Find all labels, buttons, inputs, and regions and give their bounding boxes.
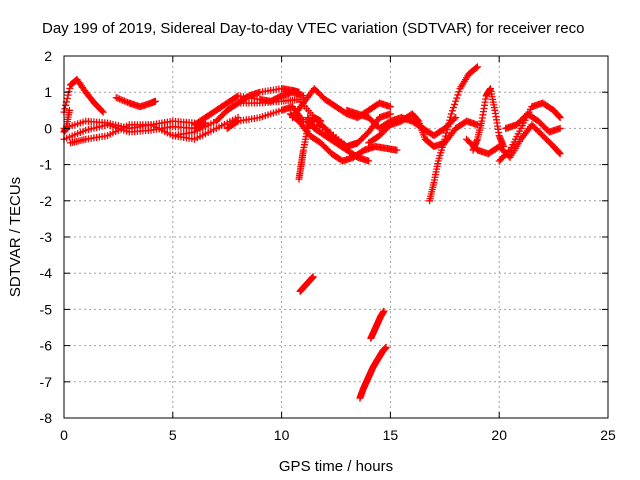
data-point bbox=[472, 64, 480, 72]
x-tick-label: 10 bbox=[274, 427, 290, 443]
x-tick-label: 15 bbox=[383, 427, 399, 443]
x-axis-title: GPS time / hours bbox=[279, 458, 393, 475]
data-point bbox=[65, 106, 73, 114]
x-tick-label: 20 bbox=[491, 427, 507, 443]
data-point bbox=[115, 95, 123, 103]
series-8 bbox=[191, 88, 307, 129]
data-point bbox=[453, 94, 461, 102]
data-point bbox=[62, 101, 70, 109]
data-point bbox=[317, 117, 325, 125]
data-point bbox=[555, 149, 563, 157]
data-point bbox=[114, 94, 122, 102]
y-tick-label: -8 bbox=[40, 410, 53, 426]
y-tick-label: -6 bbox=[40, 338, 53, 354]
series-18 bbox=[367, 307, 388, 342]
data-point bbox=[61, 105, 69, 113]
series-6 bbox=[112, 94, 159, 111]
series-20 bbox=[426, 63, 481, 205]
data-point bbox=[505, 147, 513, 155]
data-point bbox=[98, 107, 106, 115]
series-24 bbox=[502, 110, 564, 136]
data-point bbox=[63, 95, 71, 103]
data-point bbox=[309, 273, 317, 281]
data-point bbox=[450, 104, 458, 112]
series-12 bbox=[286, 110, 401, 165]
axis-ticks: 0 5 10 15 20 25 -8 -7 -6 -5 -4 -3 -2 -1 0 1 2 bbox=[40, 48, 616, 443]
x-tick-label: 5 bbox=[169, 427, 177, 443]
data-point bbox=[473, 63, 481, 71]
data-point bbox=[119, 96, 127, 104]
chart-title: Day 199 of 2019, Sidereal Day-to-day VTE… bbox=[42, 20, 584, 37]
y-tick-label: -2 bbox=[40, 193, 53, 209]
data-point bbox=[446, 116, 454, 124]
y-tick-label: -7 bbox=[40, 374, 53, 390]
gridlines bbox=[64, 56, 608, 418]
series-14 bbox=[304, 114, 373, 165]
data-point bbox=[448, 107, 456, 115]
y-tick-label: 2 bbox=[44, 48, 52, 64]
data-point bbox=[556, 124, 564, 132]
y-tick-label: -3 bbox=[40, 229, 53, 245]
data-point bbox=[151, 97, 159, 105]
data-point bbox=[354, 139, 362, 147]
y-tick-label: -4 bbox=[40, 265, 53, 281]
data-points bbox=[60, 63, 564, 402]
data-point bbox=[414, 116, 422, 124]
series-2 bbox=[60, 106, 73, 136]
data-point bbox=[441, 135, 449, 143]
data-point bbox=[233, 118, 241, 126]
data-point bbox=[443, 126, 451, 134]
data-point bbox=[450, 115, 458, 123]
data-point bbox=[451, 100, 459, 108]
x-tick-label: 0 bbox=[60, 427, 68, 443]
series-21 bbox=[469, 85, 508, 154]
data-point bbox=[99, 108, 107, 116]
data-point bbox=[555, 113, 563, 121]
data-point bbox=[112, 94, 120, 102]
data-point bbox=[117, 96, 125, 104]
data-point bbox=[386, 103, 394, 111]
data-point bbox=[454, 91, 462, 99]
y-tick-label: -5 bbox=[40, 301, 53, 317]
data-point bbox=[380, 307, 388, 315]
data-point bbox=[442, 129, 450, 137]
series-22 bbox=[463, 121, 564, 161]
data-point bbox=[382, 343, 390, 351]
data-point bbox=[365, 157, 373, 165]
y-tick-label: -1 bbox=[40, 157, 53, 173]
series-11 bbox=[288, 85, 394, 122]
data-point bbox=[386, 110, 394, 118]
data-point bbox=[64, 91, 72, 99]
data-point bbox=[447, 113, 455, 121]
data-point bbox=[66, 84, 74, 92]
x-tick-label: 25 bbox=[600, 427, 616, 443]
data-point bbox=[452, 97, 460, 105]
data-point bbox=[442, 132, 450, 140]
y-tick-label: 0 bbox=[44, 120, 52, 136]
y-axis-title: SDTVAR / TECUs bbox=[7, 177, 24, 297]
series-19 bbox=[356, 343, 390, 402]
data-point bbox=[447, 110, 455, 118]
data-point bbox=[120, 97, 128, 105]
data-point bbox=[124, 98, 132, 106]
series-17 bbox=[296, 273, 317, 295]
data-point bbox=[444, 123, 452, 131]
data-point bbox=[445, 119, 453, 127]
data-point bbox=[556, 150, 564, 158]
data-point bbox=[393, 146, 401, 154]
data-point bbox=[455, 88, 463, 96]
y-tick-label: 1 bbox=[44, 84, 52, 100]
data-point bbox=[556, 114, 564, 122]
data-point bbox=[122, 98, 130, 106]
